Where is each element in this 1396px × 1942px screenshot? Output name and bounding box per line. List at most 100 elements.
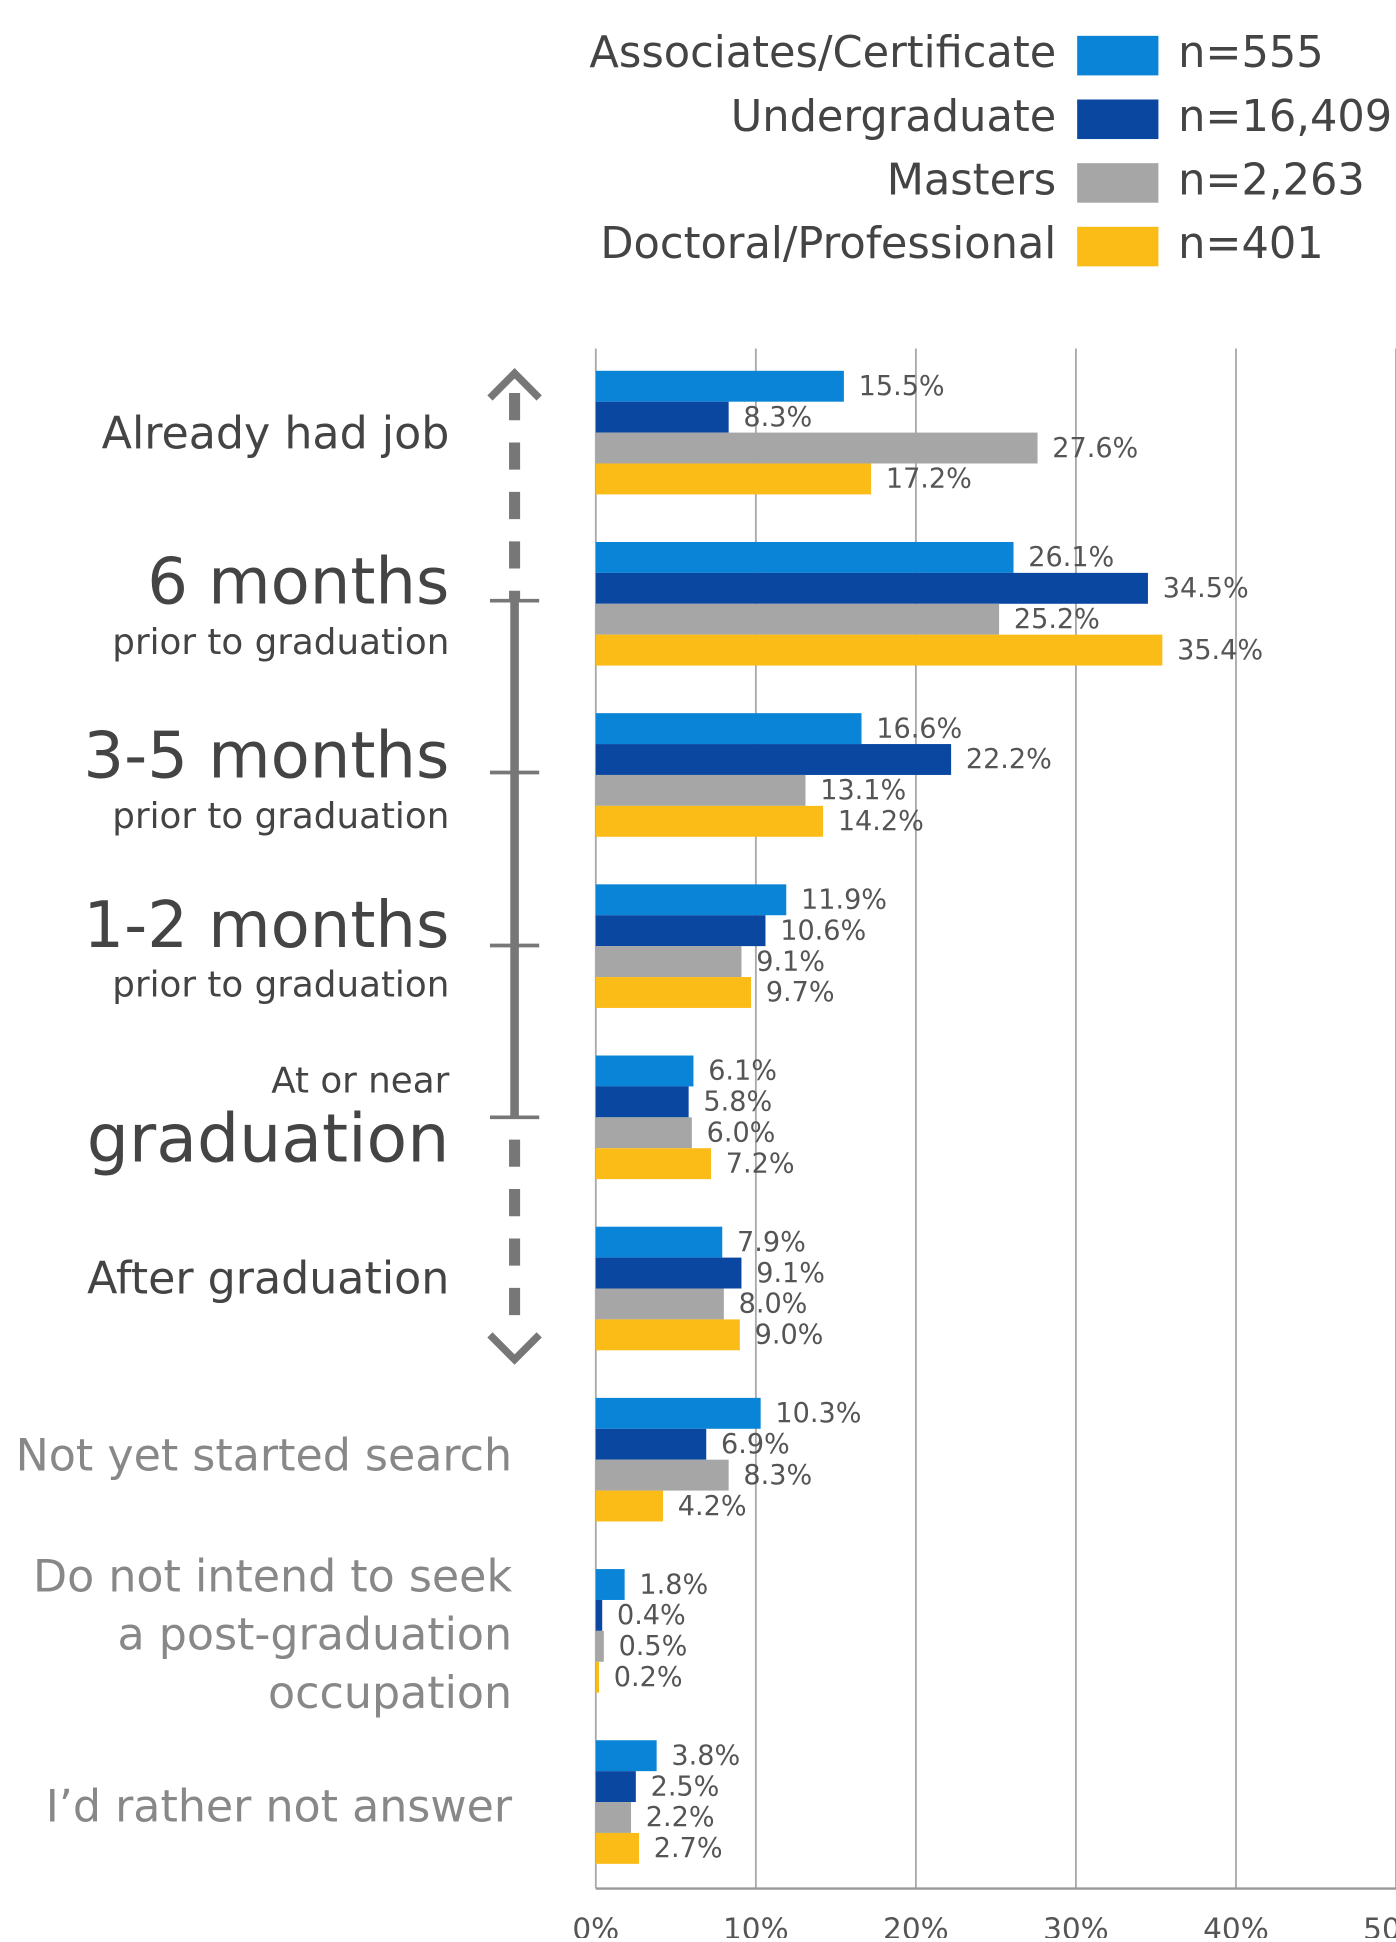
bar [595,1055,694,1087]
data-label: 25.2% [1014,604,1100,635]
category-label: At or near [271,1061,449,1102]
bar [595,774,806,806]
bar [595,1226,723,1258]
category-label: prior to graduation [112,796,449,837]
x-tick-label: 0% [572,1912,619,1938]
data-label: 8.3% [743,402,812,433]
bar [595,744,952,775]
data-label: 6.9% [721,1429,790,1460]
timeline [487,368,542,1365]
data-label: 9.1% [756,1258,825,1289]
legend-swatch [1077,35,1159,76]
data-label: 34.5% [1163,573,1249,604]
bar [595,1599,603,1631]
bar [595,1661,600,1693]
bar [595,463,872,495]
bar [595,401,729,433]
data-label: 14.2% [838,806,924,837]
bar [595,1397,761,1429]
legend-label: Masters [887,155,1057,205]
data-label: 15.5% [859,371,945,402]
data-label: 8.3% [743,1460,812,1491]
bar [595,1771,636,1803]
bar [595,541,1014,573]
data-label: 2.2% [646,1802,715,1833]
data-label: 2.5% [651,1771,720,1802]
legend-label: Doctoral/Professional [600,219,1056,269]
bar [595,805,824,837]
bar [595,432,1038,464]
bar [595,1319,740,1351]
legend-swatch [1077,226,1159,267]
category-label: Do not intend to seek [33,1552,512,1603]
data-label: 16.6% [876,713,962,744]
bar [595,1490,664,1522]
x-tick-label: 10% [723,1912,789,1938]
category-label: After graduation [87,1254,449,1305]
bar [595,1832,640,1864]
legend-n: n=2,263 [1178,155,1365,205]
category-label: Already had job [102,408,450,459]
bar [595,1569,625,1600]
bar [595,1288,724,1320]
data-label: 26.1% [1028,542,1114,573]
bar [595,713,862,745]
category-label: 3-5 months [83,719,449,794]
data-label: 9.7% [766,977,835,1008]
x-tick-label: 40% [1203,1912,1269,1938]
data-label: 17.2% [886,464,972,495]
legend-swatch [1077,99,1159,140]
data-label: 22.2% [966,744,1052,775]
data-label: 7.2% [726,1148,795,1179]
bar [595,572,1148,604]
data-label: 3.8% [671,1740,740,1771]
data-label: 11.9% [801,884,887,915]
bar [595,977,752,1008]
category-label: Not yet started search [16,1430,512,1481]
data-label: 10.3% [775,1398,861,1429]
bar [595,1428,707,1460]
category-label: a post-graduation [118,1610,513,1661]
bar [595,370,844,402]
category-label: 6 months [147,544,449,619]
category-label: prior to graduation [112,622,449,663]
bar [595,1630,604,1662]
category-label: 1-2 months [83,888,449,963]
legend-label: Undergraduate [731,92,1056,142]
bar [595,1148,712,1180]
legend-n: n=16,409 [1178,92,1392,142]
bar [595,1117,692,1149]
data-label: 9.1% [756,946,825,977]
data-label: 0.5% [619,1631,688,1662]
data-label: 10.6% [780,915,866,946]
legend-n: n=401 [1178,219,1324,269]
bar [595,634,1163,666]
data-label: 0.4% [617,1600,686,1631]
category-label: I’d rather not answer [46,1781,513,1832]
bar [595,1257,742,1289]
bar [595,1459,729,1491]
legend-n: n=555 [1178,28,1324,78]
data-label: 7.9% [737,1227,806,1258]
x-tick-label: 30% [1043,1912,1109,1938]
x-tick-label: 20% [883,1912,949,1938]
legend-swatch [1077,163,1159,203]
data-label: 4.2% [678,1491,747,1522]
data-label: 35.4% [1177,635,1263,666]
data-label: 13.1% [820,775,906,806]
data-label: 0.2% [614,1662,683,1693]
data-label: 8.0% [739,1289,808,1320]
bar [595,1802,632,1833]
bar [595,603,1000,635]
legend-label: Associates/Certificate [589,28,1056,78]
bar [595,1740,657,1772]
data-label: 1.8% [639,1569,708,1600]
data-label: 6.0% [707,1117,776,1148]
x-tick-label: 50% [1363,1912,1396,1938]
category-label: graduation [87,1099,450,1177]
data-label: 2.7% [654,1833,723,1864]
data-label: 5.8% [703,1087,772,1118]
category-label: occupation [268,1668,512,1719]
category-label: prior to graduation [112,964,449,1005]
